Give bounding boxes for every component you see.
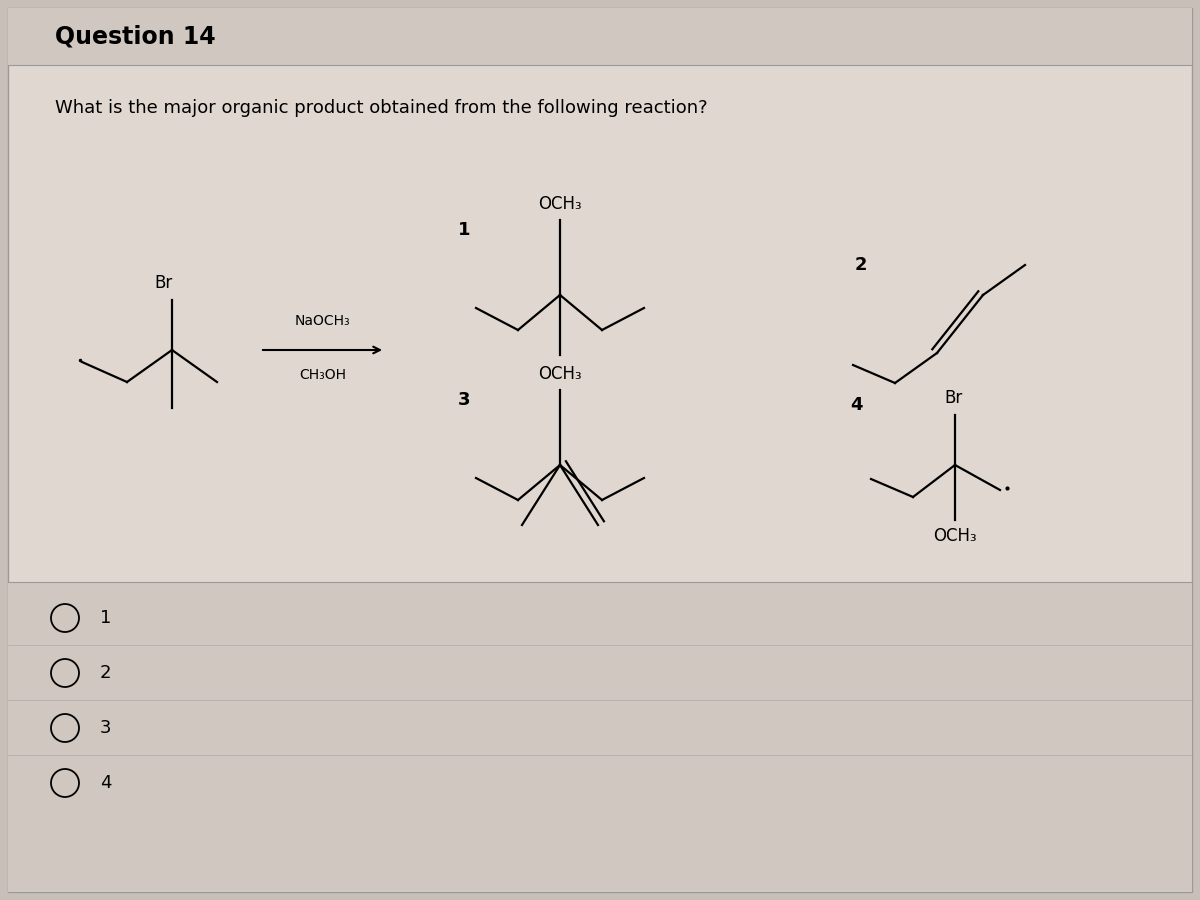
Text: Br: Br [155,274,173,292]
Text: 2: 2 [100,664,112,682]
Text: 1: 1 [100,609,112,627]
Text: 4: 4 [850,396,863,414]
Text: Question 14: Question 14 [55,25,216,49]
Text: What is the major organic product obtained from the following reaction?: What is the major organic product obtain… [55,99,708,117]
Text: 4: 4 [100,774,112,792]
FancyBboxPatch shape [8,582,1192,892]
FancyBboxPatch shape [8,8,1192,892]
Text: 2: 2 [856,256,868,274]
Text: OCH₃: OCH₃ [934,527,977,545]
Text: OCH₃: OCH₃ [538,365,582,383]
FancyBboxPatch shape [8,8,1192,65]
Text: NaOCH₃: NaOCH₃ [295,314,350,328]
Text: Br: Br [944,389,962,407]
Text: 3: 3 [100,719,112,737]
Text: OCH₃: OCH₃ [538,195,582,213]
Text: 1: 1 [458,221,470,239]
Text: 3: 3 [458,391,470,409]
Text: CH₃OH: CH₃OH [299,368,346,382]
